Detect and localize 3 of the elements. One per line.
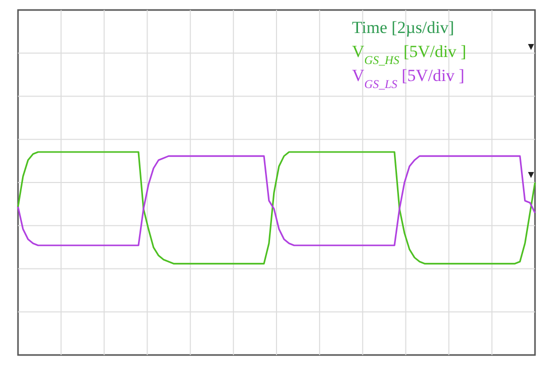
text: V$_{GS_HS}$ [5V/div ] (352, 42, 466, 67)
text: V$_{GS_LS}$ [5V/div ] (352, 66, 464, 91)
text: Time [2µs/div] (352, 18, 454, 37)
